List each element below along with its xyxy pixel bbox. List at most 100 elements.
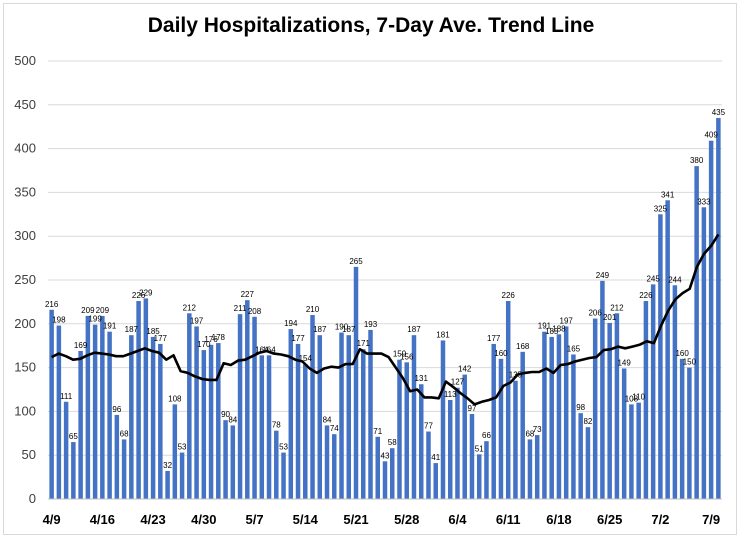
data-label: 226 <box>639 291 653 300</box>
bar <box>650 284 656 499</box>
bar <box>534 435 540 499</box>
bar <box>107 331 112 499</box>
data-label: 110 <box>632 393 645 402</box>
bar <box>129 335 134 499</box>
data-label: 188 <box>552 324 566 333</box>
y-tick-label: 300 <box>14 228 36 243</box>
data-label: 65 <box>69 432 78 441</box>
bar <box>462 374 467 499</box>
x-tick-label: 6/18 <box>546 512 571 527</box>
bar <box>92 324 98 499</box>
data-label: 170 <box>197 340 211 349</box>
data-label: 226 <box>502 291 516 300</box>
bar <box>259 355 265 499</box>
data-label: 142 <box>458 365 472 374</box>
bar <box>85 315 91 499</box>
bar <box>433 463 438 499</box>
y-tick-label: 250 <box>14 272 36 287</box>
bar <box>607 322 612 499</box>
bar <box>679 358 685 499</box>
data-label: 191 <box>103 322 117 331</box>
bar <box>100 315 105 499</box>
bar <box>491 343 496 499</box>
bar <box>346 335 352 499</box>
data-label: 43 <box>381 451 390 460</box>
bar <box>63 401 69 499</box>
y-tick-label: 500 <box>14 53 36 68</box>
data-label: 160 <box>675 349 689 358</box>
data-label: 187 <box>125 325 139 334</box>
data-label: 209 <box>96 306 110 315</box>
bar <box>121 439 127 499</box>
data-label: 185 <box>146 327 160 336</box>
bar <box>397 359 402 499</box>
bar <box>78 350 83 499</box>
bar <box>672 285 678 499</box>
data-label: 169 <box>74 341 88 350</box>
x-tick-label: 7/2 <box>651 512 669 527</box>
bar <box>469 414 475 499</box>
bar <box>592 318 598 499</box>
bar <box>404 362 409 499</box>
data-label: 216 <box>45 300 59 309</box>
data-label: 98 <box>576 403 585 412</box>
y-tick-label: 150 <box>14 360 36 375</box>
bar <box>658 214 663 500</box>
bar <box>382 461 388 499</box>
bar <box>390 448 395 499</box>
bar <box>513 380 518 499</box>
trend-line <box>51 233 720 406</box>
data-label: 90 <box>221 410 230 419</box>
data-label: 187 <box>313 325 327 334</box>
data-label: 333 <box>697 197 711 206</box>
bar <box>571 354 576 499</box>
data-label: 160 <box>494 349 508 358</box>
data-label: 164 <box>255 345 269 354</box>
bar <box>694 166 699 499</box>
data-label: 177 <box>291 334 305 343</box>
x-tick-label: 6/25 <box>597 512 622 527</box>
data-label: 73 <box>533 425 542 434</box>
data-label: 68 <box>525 429 534 438</box>
y-tick-label: 400 <box>14 141 36 156</box>
bar <box>498 358 504 499</box>
x-tick-label: 6/4 <box>448 512 467 527</box>
data-label: 77 <box>424 422 433 431</box>
y-tick-label: 100 <box>14 403 36 418</box>
bar <box>158 343 163 499</box>
data-label: 96 <box>112 405 121 414</box>
bar <box>56 325 62 499</box>
bar <box>266 355 272 499</box>
data-label: 84 <box>228 415 237 424</box>
data-label: 190 <box>335 323 349 332</box>
data-label: 108 <box>168 394 182 403</box>
data-label: 71 <box>373 427 382 436</box>
bar <box>665 200 670 499</box>
x-tick-label: 4/16 <box>90 512 115 527</box>
x-tick-label: 7/9 <box>702 512 720 527</box>
data-label: 191 <box>538 322 552 331</box>
data-label: 131 <box>415 374 429 383</box>
bar <box>317 335 323 499</box>
bar <box>455 387 460 499</box>
bar <box>476 454 482 499</box>
data-label: 156 <box>400 352 414 361</box>
data-label: 58 <box>388 438 397 447</box>
data-label: 177 <box>487 334 501 343</box>
data-label: 249 <box>596 271 610 280</box>
bar <box>716 117 721 499</box>
data-label: 199 <box>88 315 102 324</box>
bar <box>578 413 583 499</box>
bar <box>114 414 120 499</box>
y-tick-label: 50 <box>22 447 36 462</box>
data-label: 209 <box>81 306 95 315</box>
data-label: 212 <box>183 303 197 312</box>
data-label: 325 <box>654 204 668 213</box>
bar <box>143 298 149 499</box>
data-label: 68 <box>120 429 129 438</box>
y-tick-label: 0 <box>29 491 36 506</box>
bar <box>556 334 562 499</box>
data-label: 435 <box>712 108 726 117</box>
data-label: 227 <box>241 290 255 299</box>
